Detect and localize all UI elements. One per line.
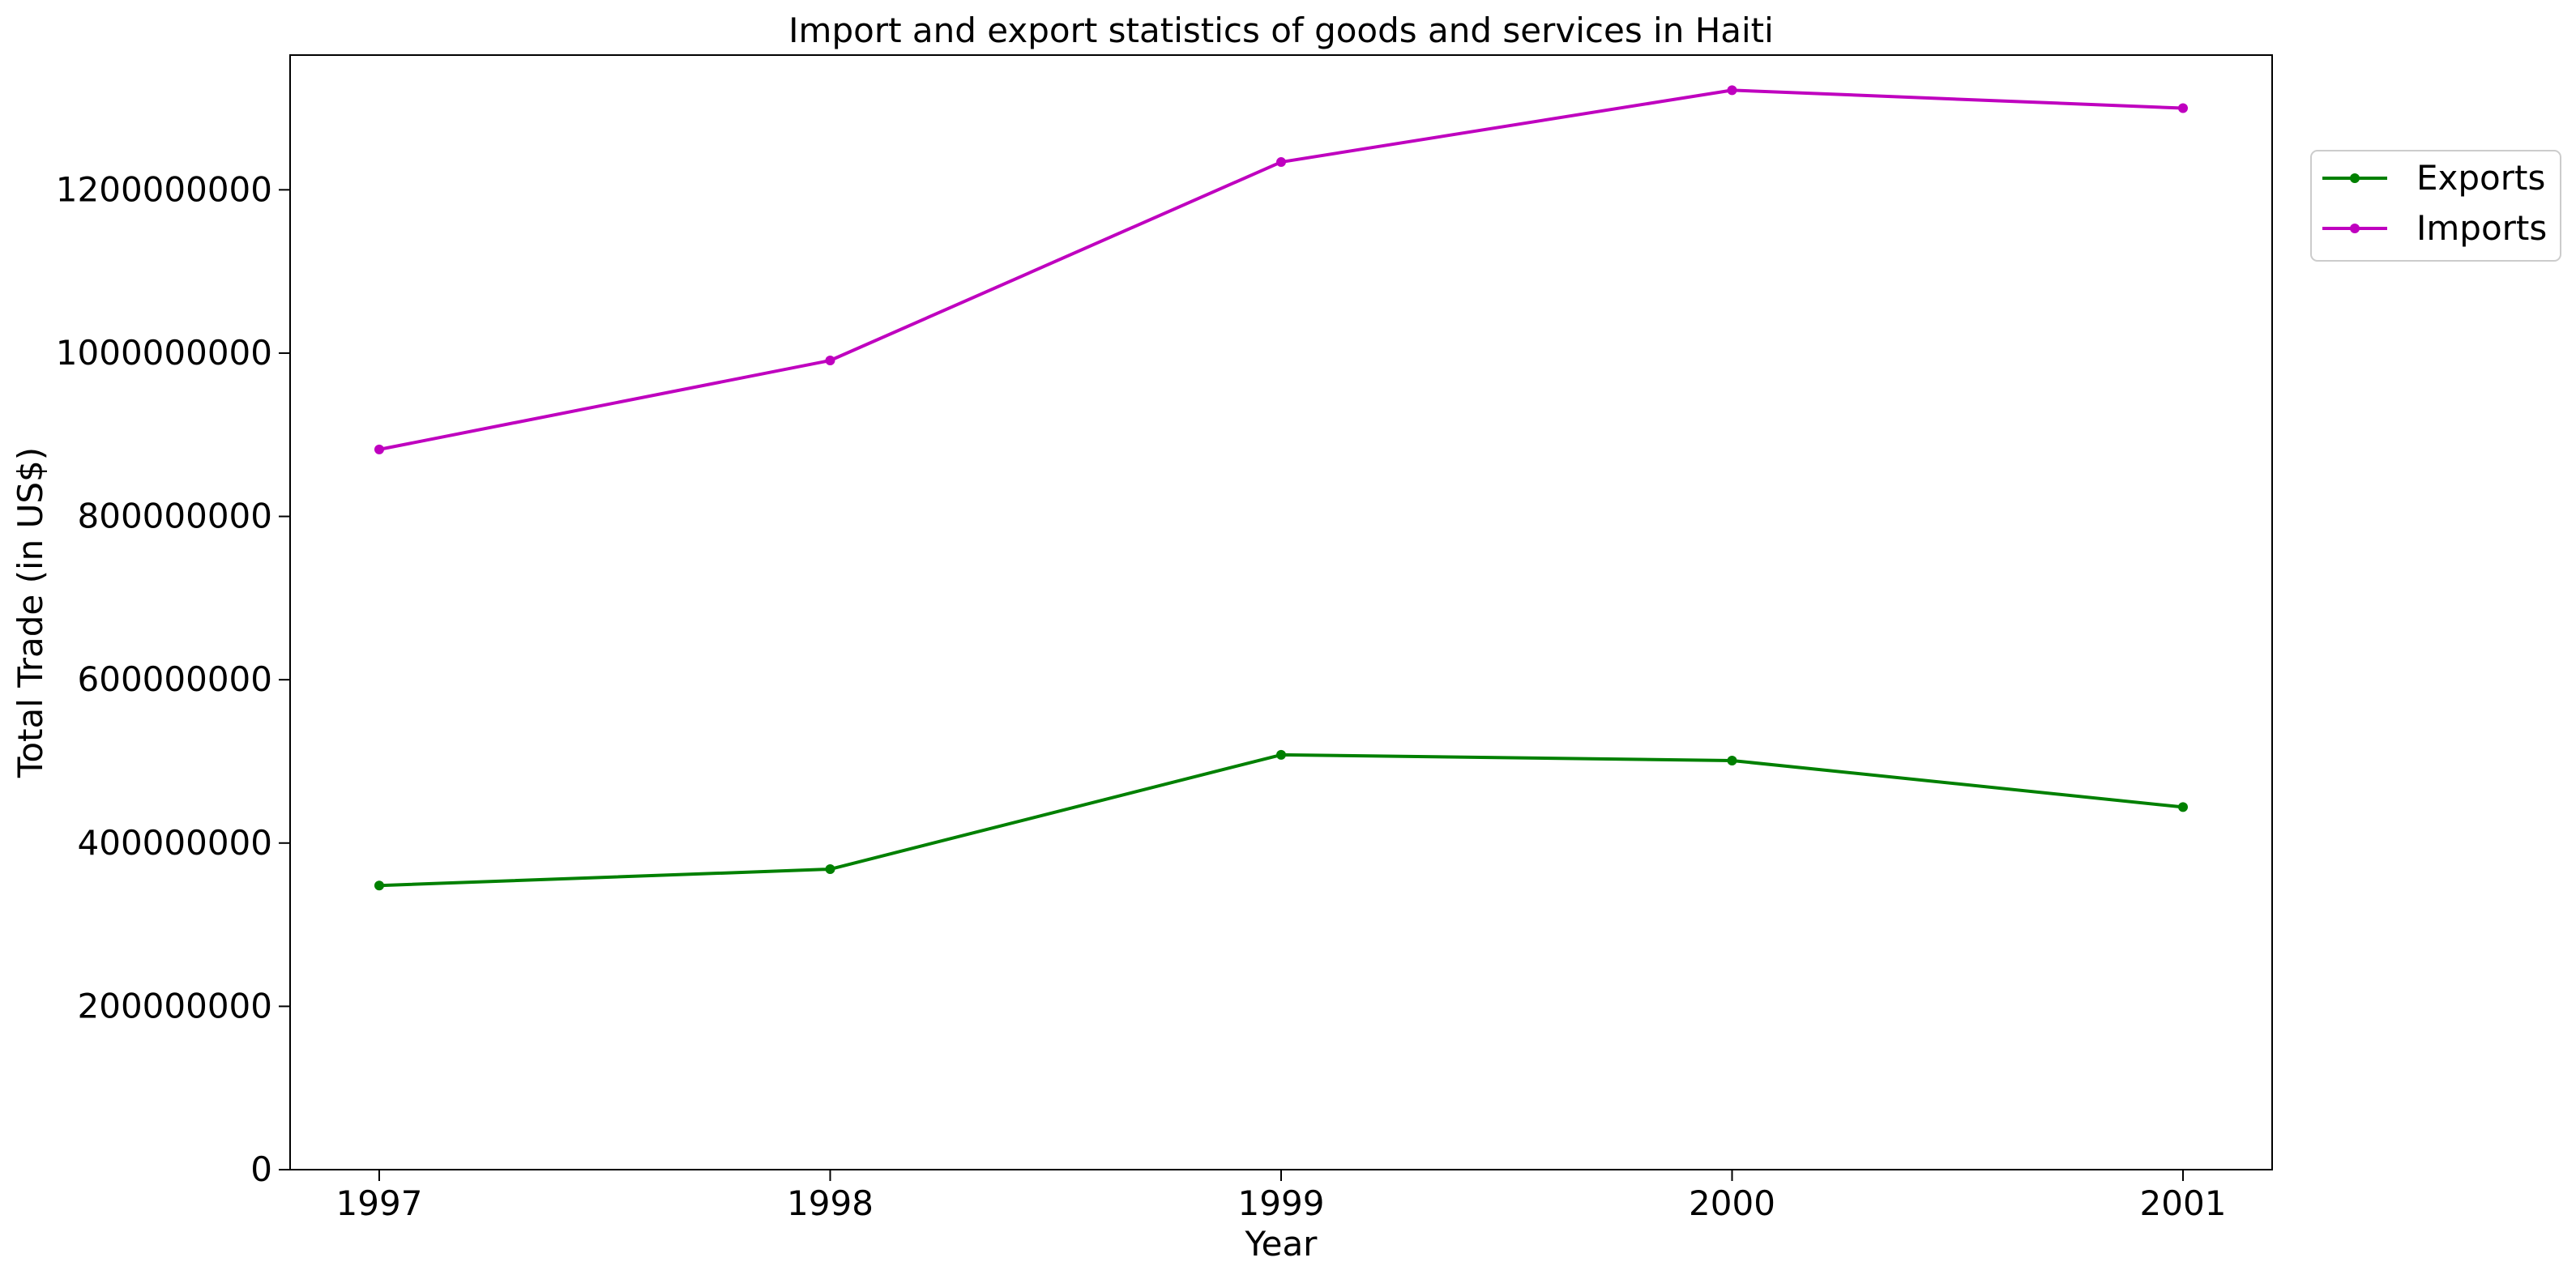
x-axis: 1997 1998 1999 2000 2001 (336, 1170, 2227, 1223)
data-point-exports (374, 880, 384, 891)
series-line-imports (378, 88, 2184, 451)
x-tick-label: 1998 (787, 1183, 874, 1223)
x-tick-label: 2001 (2140, 1183, 2227, 1223)
y-axis-label: Total Trade (in US$) (11, 447, 50, 778)
series-layer (374, 85, 2188, 891)
y-tick-label: 1000000000 (56, 333, 272, 373)
legend-label-exports: Exports (2416, 158, 2545, 198)
data-point-exports (1727, 755, 1737, 765)
x-axis-label: Year (1245, 1224, 1318, 1264)
legend-label-imports: Imports (2416, 208, 2547, 248)
y-tick-label: 600000000 (78, 659, 273, 699)
data-point-exports (825, 864, 835, 875)
y-tick-label: 400000000 (78, 823, 273, 863)
legend: Exports Imports (2310, 150, 2561, 262)
x-tick-label: 1999 (1238, 1183, 1325, 1223)
x-tick-label: 1997 (336, 1183, 423, 1223)
series-line-exports (378, 752, 2184, 888)
data-point-exports (1276, 749, 1286, 760)
data-point-imports (1727, 85, 1737, 96)
data-point-imports (1276, 157, 1286, 168)
y-tick-label: 1200000000 (56, 169, 272, 209)
y-axis: 0 200000000 400000000 600000000 800000000 100… (56, 169, 290, 1189)
chart-title: Import and export statistics of goods an… (788, 11, 1774, 50)
data-point-imports (374, 444, 384, 454)
x-tick-label: 2000 (1689, 1183, 1775, 1223)
data-point-imports (825, 356, 835, 366)
data-point-exports (2178, 802, 2188, 812)
legend-marker-imports (2350, 224, 2360, 233)
y-tick-label: 800000000 (78, 497, 273, 536)
legend-marker-exports (2350, 173, 2360, 183)
y-tick-label: 0 (250, 1149, 272, 1189)
data-point-imports (2178, 103, 2188, 113)
y-tick-label: 200000000 (78, 986, 273, 1025)
plot-area (289, 54, 2273, 1170)
